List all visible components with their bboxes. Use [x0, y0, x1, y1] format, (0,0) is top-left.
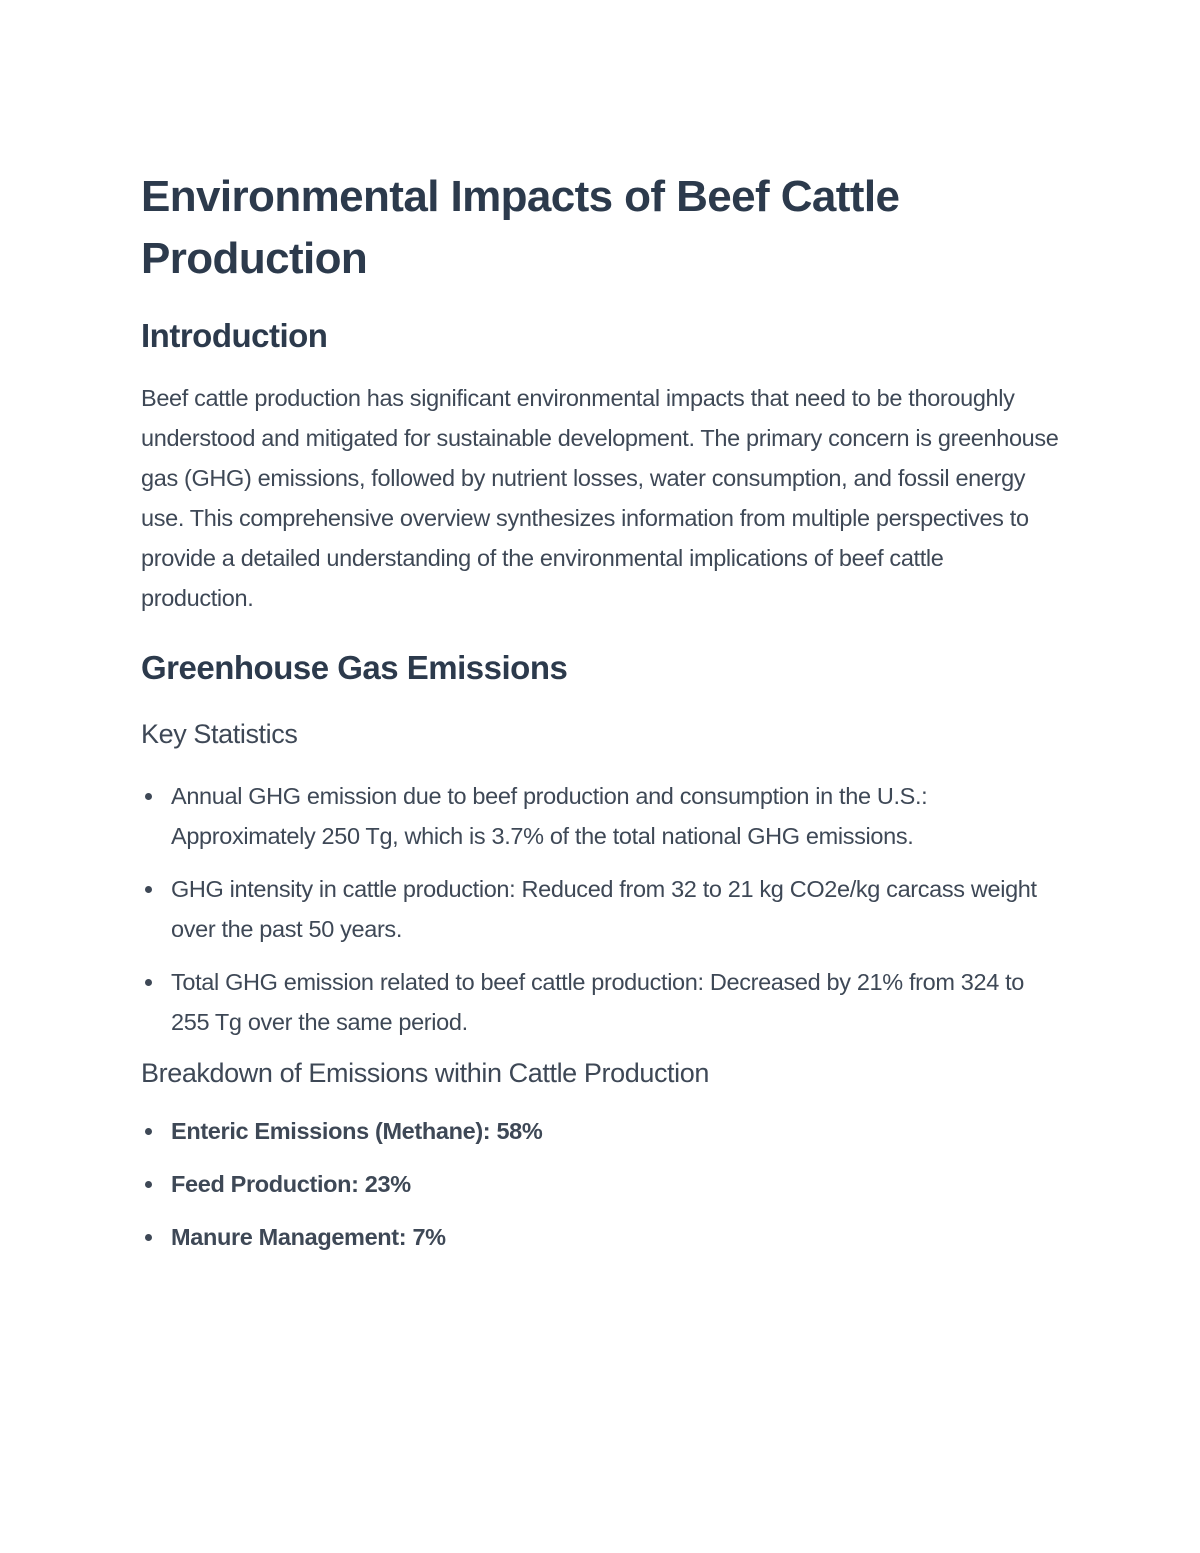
list-item-text: Manure Management: 7%: [171, 1224, 446, 1250]
emissions-breakdown-heading: Breakdown of Emissions within Cattle Pro…: [141, 1058, 709, 1088]
key-statistics-list: Annual GHG emission due to beef producti…: [141, 776, 1061, 1042]
bullet-icon: [145, 1128, 152, 1135]
key-statistics-heading: Key Statistics: [141, 719, 298, 749]
bullet-icon: [145, 979, 152, 986]
list-item: Annual GHG emission due to beef producti…: [141, 776, 1061, 856]
list-item: Manure Management: 7%: [141, 1217, 1061, 1257]
list-item-text: Feed Production: 23%: [171, 1171, 411, 1197]
list-item: Total GHG emission related to beef cattl…: [141, 962, 1061, 1042]
list-item-text: GHG intensity in cattle production: Redu…: [171, 876, 1037, 942]
bullet-icon: [145, 793, 152, 800]
ghg-emissions-heading: Greenhouse Gas Emissions: [141, 649, 568, 686]
introduction-heading: Introduction: [141, 317, 328, 354]
list-item-text: Enteric Emissions (Methane): 58%: [171, 1118, 543, 1144]
list-item: Feed Production: 23%: [141, 1164, 1061, 1204]
introduction-paragraph: Beef cattle production has significant e…: [141, 385, 1059, 611]
emissions-breakdown-list: Enteric Emissions (Methane): 58% Feed Pr…: [141, 1111, 1061, 1257]
list-item-text: Total GHG emission related to beef cattl…: [171, 969, 1025, 1035]
list-item: Enteric Emissions (Methane): 58%: [141, 1111, 1061, 1151]
document-page: Environmental Impacts of Beef Cattle Pro…: [141, 166, 1061, 1270]
bullet-icon: [145, 1181, 152, 1188]
list-item: GHG intensity in cattle production: Redu…: [141, 869, 1061, 949]
bullet-icon: [145, 1234, 152, 1241]
list-item-text: Annual GHG emission due to beef producti…: [171, 783, 928, 849]
document-title: Environmental Impacts of Beef Cattle Pro…: [141, 172, 900, 283]
bullet-icon: [145, 886, 152, 893]
